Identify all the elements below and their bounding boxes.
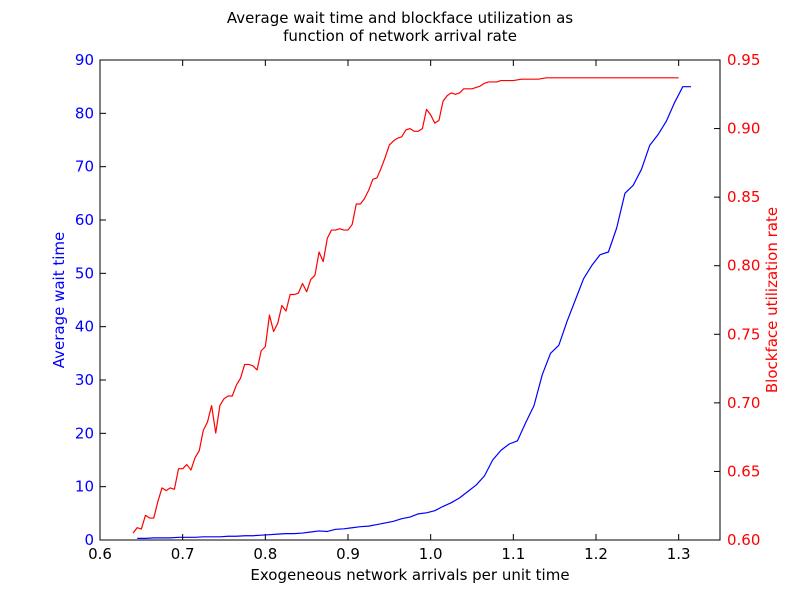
y-left-axis-label: Average wait time	[50, 232, 68, 369]
y-left-tick-label: 10	[75, 478, 94, 496]
y-left-tick-label: 50	[75, 264, 94, 282]
y-left-tick-label: 70	[75, 158, 94, 176]
y-right-tick-label: 0.90	[727, 120, 760, 138]
x-tick-label: 0.8	[253, 545, 277, 563]
x-tick-label: 0.6	[88, 545, 112, 563]
x-tick-label: 1.1	[501, 545, 525, 563]
y-left-tick-label: 0	[84, 531, 94, 549]
utilization-series-line	[132, 77, 679, 534]
y-right-tick-label: 0.85	[727, 188, 760, 206]
y-right-tick-label: 0.75	[727, 325, 760, 343]
y-right-tick-label: 0.65	[727, 462, 760, 480]
y-right-axis-label: Blockface utilization rate	[763, 207, 781, 393]
chart-title-line-1: Average wait time and blockface utilizat…	[227, 9, 573, 27]
y-left-tick-label: 40	[75, 318, 94, 336]
y-left-tick-label: 20	[75, 424, 94, 442]
plot-frame	[99, 59, 721, 541]
y-right-tick-label: 0.70	[727, 394, 760, 412]
y-left-tick-label: 60	[75, 211, 94, 229]
x-axis-ticks: 0.6 0.7 0.8 0.9 1.0 1.1 1.2 1.3	[88, 60, 691, 563]
y-right-tick-label: 0.60	[727, 531, 760, 549]
y-left-axis-ticks: 0 10 20 30 40 50 60 70 80 90	[75, 51, 106, 549]
x-tick-label: 0.9	[336, 545, 360, 563]
chart-title-line-2: function of network arrival rate	[283, 27, 517, 45]
y-left-tick-label: 80	[75, 104, 94, 122]
x-tick-label: 1.2	[584, 545, 608, 563]
x-tick-label: 1.0	[419, 545, 443, 563]
y-left-tick-label: 90	[75, 51, 94, 69]
x-axis-label: Exogeneous network arrivals per unit tim…	[250, 566, 569, 584]
y-right-axis-ticks: 0.60 0.65 0.70 0.75 0.80 0.85 0.90 0.95	[714, 51, 760, 549]
plot-lines	[132, 77, 692, 540]
y-left-tick-label: 30	[75, 371, 94, 389]
wait-time-series-line	[137, 86, 692, 540]
x-tick-label: 0.7	[171, 545, 195, 563]
x-tick-label: 1.3	[667, 545, 691, 563]
y-right-tick-label: 0.80	[727, 257, 760, 275]
y-right-tick-label: 0.95	[727, 51, 760, 69]
